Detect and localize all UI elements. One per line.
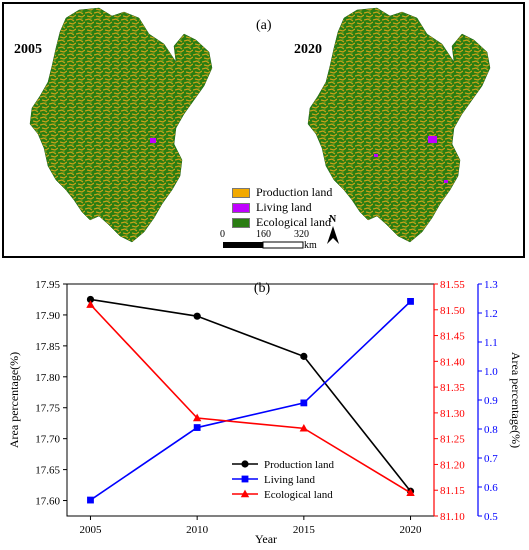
map-panel: (a) 2005 2020 0 160 320 km N	[2, 2, 525, 258]
x-tick-label: 2005	[79, 524, 102, 536]
map-legend: Production land Living land Ecological l…	[232, 185, 332, 230]
map-panel-label: (a)	[256, 18, 272, 33]
y-right2-tick-label: 1.0	[484, 366, 498, 378]
line-chart: 2005 2010 2015 2020 17.60 17.65 17.70 17.75 17.8…	[7, 279, 523, 546]
y-left-tick-label: 17.80	[35, 372, 60, 384]
y-left-tick-label: 17.90	[35, 310, 60, 322]
data-point	[300, 399, 308, 407]
living-land-patch	[444, 180, 448, 183]
legend-label: Production land	[264, 459, 334, 471]
y-right1-tick-label: 81.40	[440, 356, 465, 368]
north-arrow-icon	[327, 226, 339, 244]
y-right1-tick-label: 81.55	[440, 279, 465, 291]
map-drawings	[29, 7, 491, 249]
data-point	[299, 423, 309, 432]
y-right1-tick-label: 81.35	[440, 382, 465, 394]
map-legend-item: Production land	[232, 185, 332, 200]
data-point	[87, 496, 94, 504]
legend-label: Ecological land	[264, 489, 333, 501]
data-point	[192, 413, 202, 422]
north-label: N	[329, 214, 337, 225]
y-right2-tick-label: 0.6	[484, 482, 498, 494]
map-year-right: 2020	[294, 42, 322, 57]
data-point	[406, 488, 415, 496]
series-line	[90, 298, 412, 492]
scale-bar	[223, 241, 304, 249]
x-tick-label: 2020	[400, 524, 423, 536]
scale-tick-320: 320	[294, 229, 309, 240]
data-point	[300, 352, 308, 360]
y-right1-tick-label: 81.25	[440, 434, 465, 446]
y-right1-tick-label: 81.20	[440, 459, 465, 471]
legend-label: Living land	[264, 474, 316, 486]
y-right2-tick-label: 1.2	[484, 308, 498, 320]
yunnan-map-2020	[307, 7, 491, 243]
data-point	[193, 312, 201, 320]
data-point	[86, 295, 95, 304]
legend-label-living: Living land	[256, 200, 312, 214]
y-right-axis-label: Area percentage(%)	[509, 352, 523, 448]
x-axis-label: Year	[255, 532, 277, 546]
y-left-tick-label: 17.75	[35, 403, 60, 415]
legend-marker	[240, 489, 250, 498]
x-tick-label: 2010	[186, 524, 209, 536]
y-right2-tick-label: 0.8	[484, 424, 498, 436]
scale-unit: km	[304, 240, 317, 251]
scale-tick-160: 160	[256, 229, 271, 240]
plot-frame	[66, 283, 435, 517]
y-left-tick-label: 17.60	[35, 496, 60, 508]
map-legend-item: Living land	[232, 200, 332, 215]
y-right2-tick-label: 0.7	[484, 453, 498, 465]
x-tick-label: 2015	[293, 524, 316, 536]
y-right2-tick-label: 0.9	[484, 395, 498, 407]
y-left-tick-label: 17.70	[35, 434, 60, 446]
legend-swatch-living	[232, 202, 250, 213]
data-point	[193, 424, 201, 431]
y-right1-tick-label: 81.10	[440, 511, 465, 523]
y-right1-tick-label: 81.50	[440, 305, 465, 317]
legend-marker	[241, 460, 249, 468]
y-left-tick-label: 17.85	[35, 341, 60, 353]
series-line	[89, 304, 411, 494]
y-right2-tick-label: 1.3	[484, 279, 498, 291]
y-right2-tick-label: 1.1	[484, 337, 498, 349]
scale-tick-0: 0	[220, 229, 225, 240]
chart-panel-label: (b)	[254, 281, 271, 296]
data-point	[407, 298, 414, 305]
y-left-axis-label: Area percentage(%)	[7, 352, 21, 448]
legend-label-production: Production land	[256, 185, 333, 199]
living-land-patch	[150, 138, 156, 143]
y-right2-tick-label: 0.5	[484, 511, 498, 523]
yunnan-map-2005	[29, 7, 213, 243]
y-left-tick-label: 17.95	[35, 279, 60, 291]
legend-swatch-production	[232, 187, 250, 198]
y-right1-tick-label: 81.45	[440, 331, 465, 343]
living-land-patch	[374, 154, 378, 157]
y-right1-tick-label: 81.15	[440, 485, 465, 497]
living-land-patch	[428, 136, 437, 143]
legend-label-ecological: Ecological land	[256, 215, 331, 229]
data-point	[86, 300, 95, 308]
legend-marker	[241, 475, 249, 483]
map-year-left: 2005	[14, 42, 42, 57]
y-left-tick-label: 17.65	[35, 465, 60, 477]
legend-swatch-ecological	[232, 217, 250, 228]
map-legend-item: Ecological land	[232, 215, 332, 230]
series-line	[90, 300, 412, 501]
y-right1-tick-label: 81.30	[440, 408, 465, 420]
